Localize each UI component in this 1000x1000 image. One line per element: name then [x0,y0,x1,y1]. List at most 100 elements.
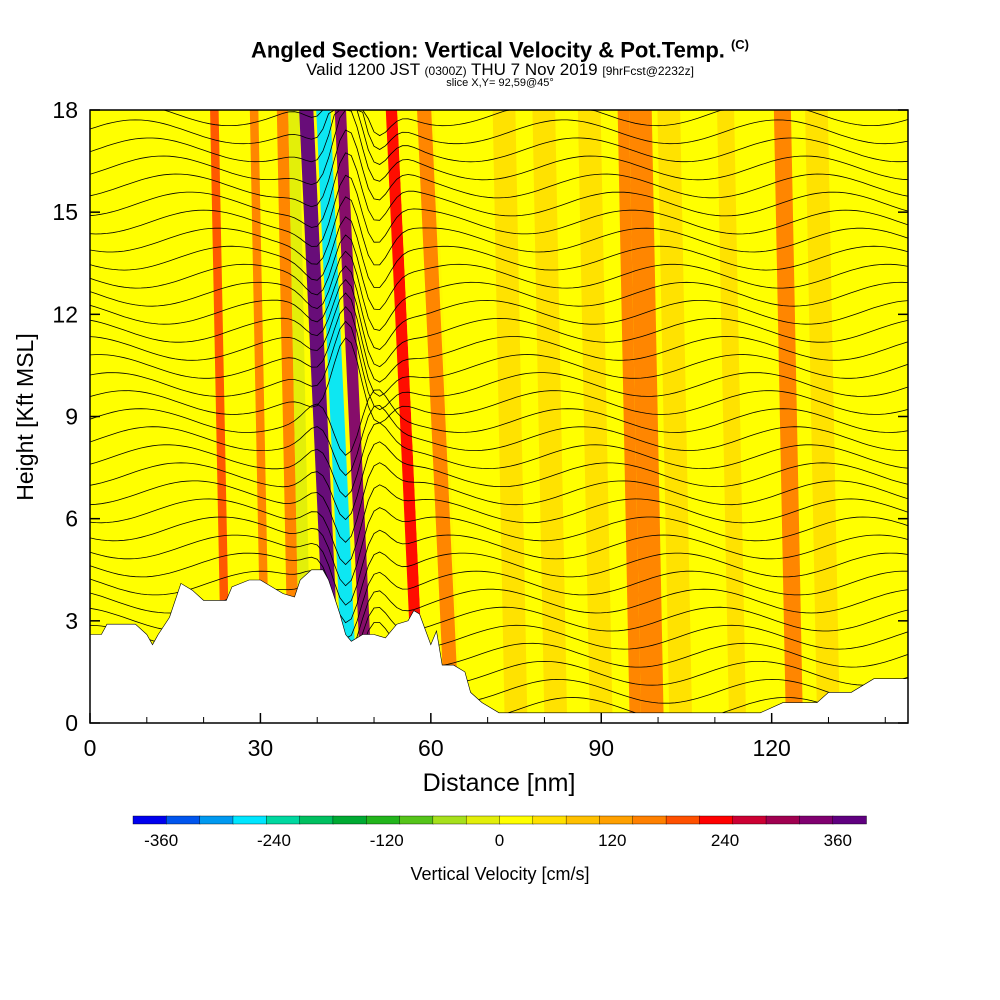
colorbar-swatch-5 [299,815,334,825]
colorbar-label: Vertical Velocity [cm/s] [410,864,589,884]
theta-contour-8 [90,551,908,624]
theta-contour-25 [90,216,908,288]
y-tick-label-4: 12 [52,301,78,327]
colorbar: -360 -240 -120 0 120 240 360 [132,815,867,850]
theta-contour-14 [90,422,908,498]
colorbar-swatch-15 [632,815,667,825]
theta-contour-19 [90,306,908,397]
colorbar-swatch-7 [366,815,401,825]
colorbar-tick-label-6: 360 [824,831,852,850]
theta-contour-18 [90,320,908,411]
velocity-band-16 [577,110,613,723]
x-axis-label: Distance [nm] [423,769,576,797]
velocity-band-12 [417,110,463,723]
colorbar-swatch-10 [465,815,501,825]
velocity-band-3 [249,110,271,723]
velocity-band-18 [629,110,664,723]
colorbar-swatch-16 [665,815,701,825]
x-tick-label-2: 60 [418,735,444,761]
velocity-band-15 [532,110,568,723]
theta-contour-29 [90,129,908,208]
y-tick-label-5: 15 [52,199,78,225]
valid-date: THU 7 Nov 2019 [471,60,598,79]
velocity-band-17 [617,110,642,723]
colorbar-swatch-4 [266,815,301,825]
colorbar-swatch-12 [532,815,567,825]
theta-contour-31 [90,110,908,165]
velocity-band-11 [397,110,437,723]
velocity-band-9 [353,110,390,723]
colorbar-swatch-3 [232,815,267,825]
colorbar-swatch-9 [432,815,467,825]
y-axis-ticks: 0 3 6 9 12 15 18 [52,97,908,736]
colorbar-swatch-13 [565,815,601,825]
theta-contours [90,110,908,723]
velocity-bands [191,110,840,723]
theta-contour-32 [90,110,908,150]
chart-title-unit: (C) [730,37,749,52]
velocity-band-20 [717,110,747,723]
colorbar-tick-label-1: -240 [257,831,291,850]
chart-slice-line: slice X,Y= 92,59@45° [446,77,554,89]
velocity-band-4 [276,110,301,723]
x-axis-ticks: 0 30 60 90 120 [84,713,886,761]
theta-contour-27 [90,174,908,247]
colorbar-swatch-1 [166,815,201,825]
velocity-band-13 [431,110,471,723]
valid-forecast: [9hrFcst@2232z] [602,64,694,78]
velocity-band-0 [191,110,215,723]
theta-contour-7 [90,570,908,640]
theta-contour-16 [90,389,908,456]
valid-prefix: Valid 1200 JST [306,60,420,79]
velocity-band-21 [753,110,778,723]
colorbar-swatch-6 [332,815,367,825]
theta-contour-11 [90,484,908,566]
colorbar-tick-label-2: -120 [370,831,404,850]
colorbar-tick-label-4: 120 [598,831,626,850]
theta-contour-24 [90,234,908,311]
theta-contour-9 [90,529,908,606]
colorbar-swatch-21 [832,815,867,825]
theta-contour-21 [90,278,908,368]
x-tick-label-4: 120 [752,735,790,761]
colorbar-swatch-14 [599,815,634,825]
colorbar-swatch-0 [132,815,168,825]
colorbar-tick-label-3: 0 [495,831,504,850]
theta-contour-10 [90,507,908,587]
velocity-band-22 [773,110,803,723]
y-tick-label-2: 6 [65,506,78,532]
theta-contour-28 [90,152,908,228]
chart-title-text: Angled Section: Vertical Velocity & Pot.… [251,37,725,63]
colorbar-tick-label-0: -360 [144,831,178,850]
theta-contour-17 [90,337,908,424]
velocity-band-6 [299,110,342,723]
chart-valid-line: Valid 1200 JST (0300Z) THU 7 Nov 2019 [9… [0,60,1000,80]
theta-contour-20 [90,292,908,383]
colorbar-swatch-11 [499,815,534,825]
x-tick-label-0: 0 [84,735,97,761]
x-tick-label-1: 30 [248,735,274,761]
theta-contour-26 [90,196,908,266]
velocity-band-7 [316,110,359,723]
valid-zulu: (0300Z) [424,64,467,78]
theta-contour-12 [90,462,908,543]
theta-contour-23 [90,250,908,331]
velocity-band-14 [492,110,528,723]
y-tick-label-0: 0 [65,710,78,736]
chart-title: Angled Section: Vertical Velocity & Pot.… [0,37,1000,63]
theta-contour-30 [90,110,908,186]
colorbar-swatch-20 [799,815,834,825]
colorbar-tick-label-5: 240 [711,831,739,850]
colorbar-swatch-2 [199,815,234,825]
y-tick-label-1: 3 [65,608,78,634]
y-tick-label-3: 9 [65,404,78,430]
colorbar-swatch-19 [765,815,801,825]
velocity-band-2 [231,110,255,723]
y-tick-label-6: 18 [52,97,78,123]
velocity-band-1 [210,110,231,723]
velocity-band-8 [334,110,375,723]
velocity-band-19 [657,110,693,723]
theta-contour-15 [90,404,908,476]
theta-contour-13 [90,441,908,521]
